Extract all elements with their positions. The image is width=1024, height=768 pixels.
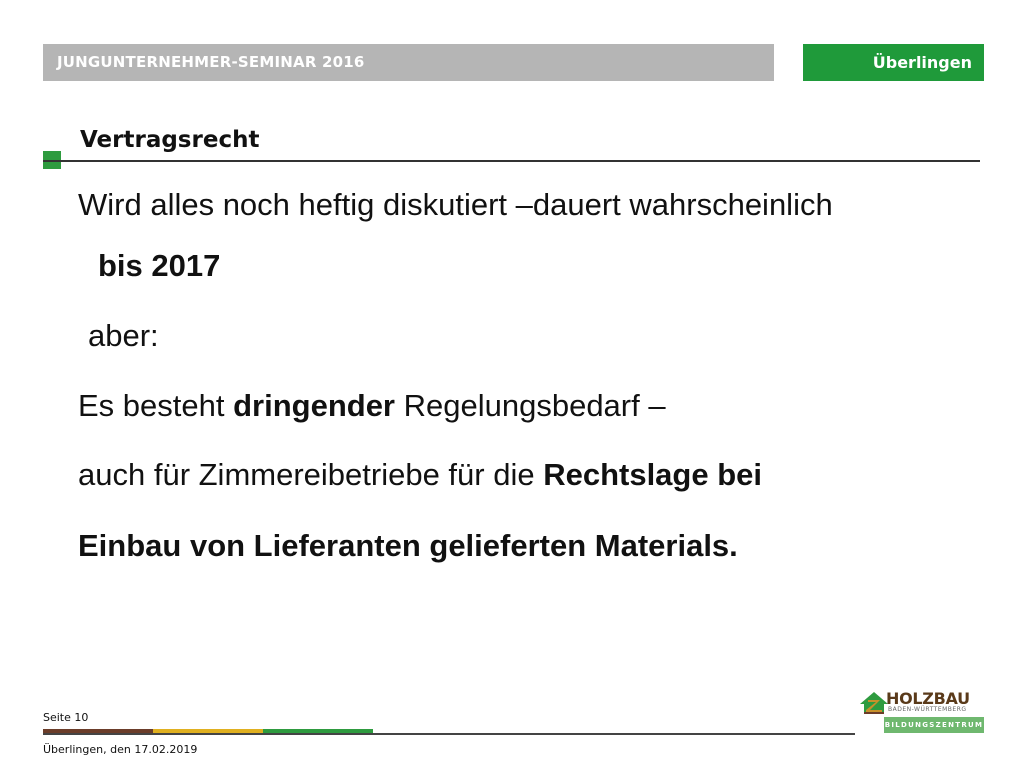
location-badge: Überlingen — [803, 44, 984, 81]
body-line-3: aber: — [88, 318, 159, 353]
body-line-4-post: Regelungsbedarf – — [395, 388, 666, 423]
location-label: Überlingen — [872, 53, 972, 72]
seminar-title: JUNGUNTERNEHMER-SEMINAR 2016 — [57, 53, 365, 71]
body-line-6: Einbau von Lieferanten gelieferten Mater… — [78, 528, 738, 564]
section-title: Vertragsrecht — [80, 127, 260, 153]
logo-name: HOLZBAU — [886, 689, 970, 708]
logo-region: BADEN-WÜRTTEMBERG — [888, 706, 967, 713]
body-line-1: Wird alles noch heftig diskutiert –dauer… — [78, 187, 833, 222]
footer-stripe-yellow — [153, 729, 263, 734]
footer-divider — [43, 733, 855, 735]
body-line-4-bold: dringender — [233, 388, 395, 423]
logo-band: BILDUNGSZENTRUM — [884, 717, 984, 733]
body-line-2: bis 2017 — [98, 248, 220, 284]
title-divider — [43, 160, 980, 162]
body-line-6-bold: Einbau von Lieferanten gelieferten Mater… — [78, 528, 738, 563]
body-line-5-pre: auch für Zimmereibetriebe für die — [78, 457, 544, 492]
seminar-header-bar: JUNGUNTERNEHMER-SEMINAR 2016 — [43, 44, 774, 81]
footer-stripe-green — [263, 729, 373, 734]
body-line-5-bold: Rechtslage bei — [543, 457, 763, 492]
body-line-4-pre: Es besteht — [78, 388, 234, 423]
body-line-2-bold: bis 2017 — [98, 248, 221, 283]
body-line-5: auch für Zimmereibetriebe für die Rechts… — [78, 457, 762, 493]
page-number: Seite 10 — [43, 711, 89, 724]
house-logo-icon — [860, 692, 888, 714]
body-line-4: Es besteht dringender Regelungsbedarf – — [78, 388, 666, 424]
footer-date: Überlingen, den 17.02.2019 — [43, 743, 198, 756]
footer-stripe-brown — [43, 729, 153, 734]
